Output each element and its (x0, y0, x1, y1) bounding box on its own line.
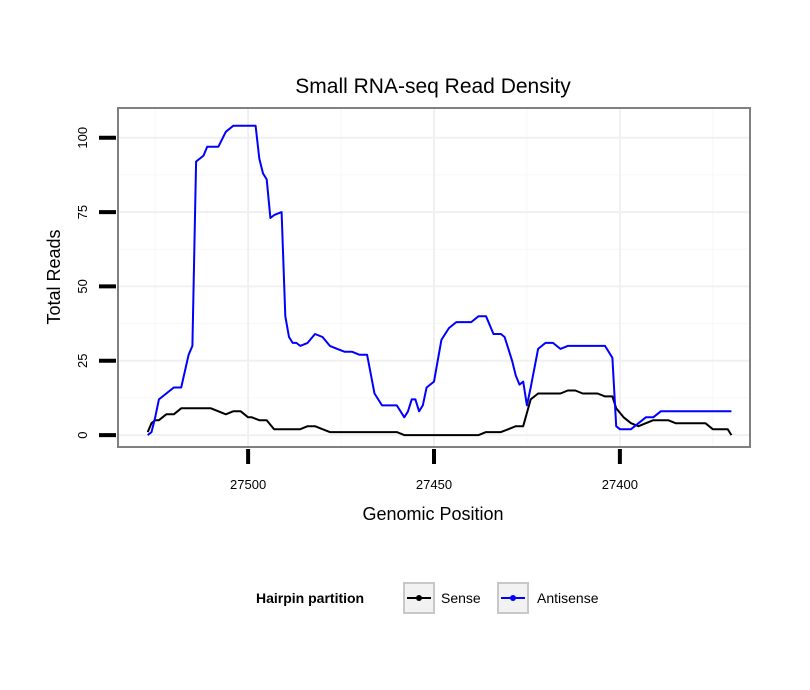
legend-label-sense: Sense (441, 590, 481, 606)
legend-key-sense (403, 582, 435, 614)
y-tick-label: 100 (75, 127, 90, 149)
x-axis-label: Genomic Position (362, 504, 503, 524)
x-tick-label: 27400 (602, 477, 638, 492)
legend-label-antisense: Antisense (537, 590, 599, 606)
y-axis: 0 25 50 75 100 (75, 127, 116, 439)
series-line-antisense (147, 124, 732, 436)
y-tick-label: 75 (75, 205, 90, 219)
legend-key-antisense (497, 582, 529, 614)
series-lines (146, 124, 733, 437)
chart-title: Small RNA-seq Read Density (295, 75, 571, 98)
series-line-sense (146, 389, 733, 437)
x-axis: 27500 27450 27400 (230, 449, 638, 492)
y-axis-label: Total Reads (44, 229, 64, 324)
plot-area (117, 107, 751, 448)
grid (118, 108, 750, 447)
x-tick-label: 27450 (416, 477, 452, 492)
y-tick-label: 50 (75, 279, 90, 293)
legend: Hairpin partition Sense Antisense (256, 582, 599, 614)
y-tick-label: 25 (75, 354, 90, 368)
y-tick-label: 0 (75, 431, 90, 438)
x-tick-label: 27500 (230, 477, 266, 492)
legend-title: Hairpin partition (256, 590, 364, 606)
plot-frame (117, 107, 751, 448)
